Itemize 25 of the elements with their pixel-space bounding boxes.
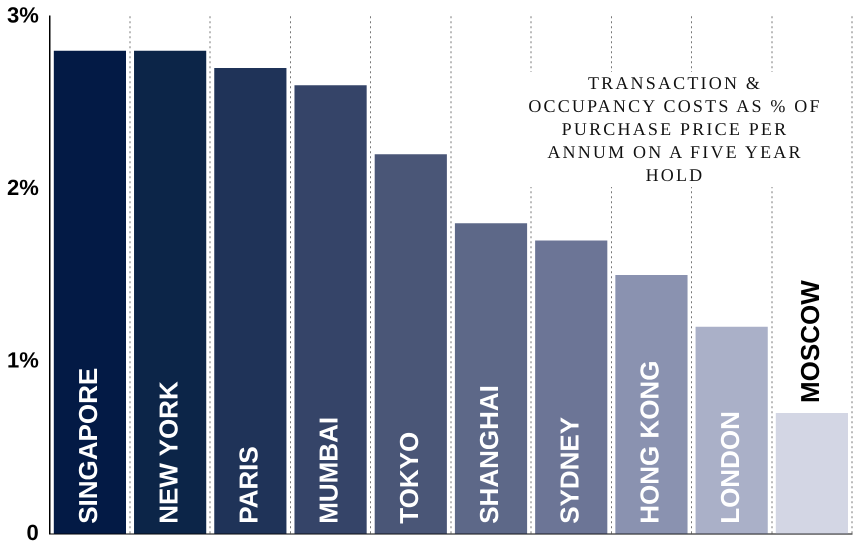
bar xyxy=(374,154,447,534)
bar xyxy=(294,85,367,534)
x-tick-label: HONG KONG xyxy=(634,360,665,524)
bar xyxy=(454,223,528,534)
bar xyxy=(134,50,206,534)
bar xyxy=(535,240,608,534)
y-tick-label: 3% xyxy=(7,2,39,28)
x-tick-label: SYDNEY xyxy=(554,416,584,524)
bar xyxy=(776,413,848,534)
x-tick-label: MUMBAI xyxy=(314,416,344,524)
x-tick-label: SINGAPORE xyxy=(73,368,104,524)
x-tick-label: MOSCOW xyxy=(795,280,826,404)
x-tick-label: TOKYO xyxy=(394,432,424,524)
bar xyxy=(54,50,126,534)
text: TRANSACTION & OCCUPANCY COSTS AS % OF PURCHASE PRICE PER ANNUM ON A FIVE YEAR HOLD xyxy=(525,72,825,187)
x-tick-label: LONDON xyxy=(714,411,745,524)
y-tick-label: 1% xyxy=(7,347,39,372)
bar xyxy=(615,275,688,534)
x-tick-label: SHANGHAI xyxy=(474,385,504,524)
bar xyxy=(696,326,768,534)
x-tick-label: NEW YORK xyxy=(153,381,184,524)
y-tick-label: 2% xyxy=(7,174,39,200)
x-tick-label: PARIS xyxy=(234,446,264,524)
bar xyxy=(214,68,286,534)
y-tick-label: 0 xyxy=(26,520,39,545)
